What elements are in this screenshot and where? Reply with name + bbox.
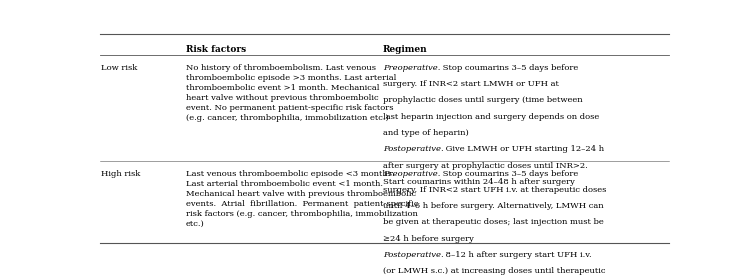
Text: until 4–6 h before surgery. Alternatively, LMWH can: until 4–6 h before surgery. Alternativel… xyxy=(382,202,603,210)
Text: Low risk: Low risk xyxy=(100,64,137,72)
Text: 8–12 h after surgery start UFH i.v.: 8–12 h after surgery start UFH i.v. xyxy=(443,251,592,259)
Text: Preoperative.: Preoperative. xyxy=(382,64,440,72)
Text: Last venous thromboembolic episode <3 months.
Last arterial thromboembolic event: Last venous thromboembolic episode <3 mo… xyxy=(185,170,418,228)
Text: surgery. If INR<2 start LMWH or UFH at: surgery. If INR<2 start LMWH or UFH at xyxy=(382,80,559,88)
Text: Stop coumarins 3–5 days before: Stop coumarins 3–5 days before xyxy=(440,64,578,72)
Text: ≥24 h before surgery: ≥24 h before surgery xyxy=(382,235,473,243)
Text: Stop coumarins 3–5 days before: Stop coumarins 3–5 days before xyxy=(440,170,578,178)
Text: Risk factors: Risk factors xyxy=(185,45,246,54)
Text: Preoperative.: Preoperative. xyxy=(382,170,440,178)
Text: surgery. If INR<2 start UFH i.v. at therapeutic doses: surgery. If INR<2 start UFH i.v. at ther… xyxy=(382,186,606,194)
Text: prophylactic doses until surgery (time between: prophylactic doses until surgery (time b… xyxy=(382,96,582,104)
Text: Give LMWH or UFH starting 12–24 h: Give LMWH or UFH starting 12–24 h xyxy=(443,145,604,153)
Text: last heparin injection and surgery depends on dose: last heparin injection and surgery depen… xyxy=(382,113,599,121)
Text: and type of heparin): and type of heparin) xyxy=(382,129,469,137)
Text: after surgery at prophylactic doses until INR>2.: after surgery at prophylactic doses unti… xyxy=(382,161,587,169)
Text: be given at therapeutic doses; last injection must be: be given at therapeutic doses; last inje… xyxy=(382,219,604,227)
Text: (or LMWH s.c.) at increasing doses until therapeutic: (or LMWH s.c.) at increasing doses until… xyxy=(382,267,605,275)
Text: Postoperative.: Postoperative. xyxy=(382,145,443,153)
Text: High risk: High risk xyxy=(100,170,140,178)
Text: Start coumarins within 24–48 h after surgery: Start coumarins within 24–48 h after sur… xyxy=(382,178,574,186)
Text: Postoperative.: Postoperative. xyxy=(382,251,443,259)
Text: No history of thromboembolism. Last venous
thromboembolic episode >3 months. Las: No history of thromboembolism. Last veno… xyxy=(185,64,396,122)
Text: Regimen: Regimen xyxy=(382,45,427,54)
